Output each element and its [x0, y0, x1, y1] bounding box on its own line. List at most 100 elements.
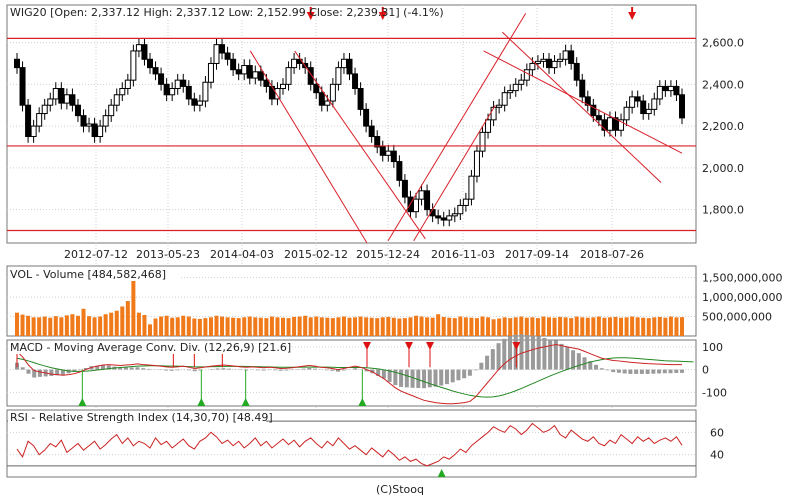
candle-body	[102, 115, 109, 127]
candle-body	[490, 106, 497, 121]
candle-body	[158, 73, 165, 85]
candle-body	[36, 113, 43, 127]
candle-body	[424, 190, 431, 211]
sell-arrow-icon	[306, 12, 315, 20]
candle-body	[512, 83, 519, 92]
candle-body	[169, 88, 176, 96]
volume-bar	[463, 317, 468, 336]
candle-body	[390, 150, 397, 163]
volume-bar	[414, 315, 418, 336]
candle-body	[629, 96, 636, 108]
macd-histogram-bar	[255, 369, 260, 371]
volume-bar	[247, 316, 252, 336]
macd-histogram-bar	[141, 368, 146, 370]
macd-histogram-bar	[215, 368, 220, 370]
trend-line	[249, 50, 368, 243]
volume-bar	[214, 315, 219, 336]
volume-bar	[619, 317, 624, 336]
candle-body	[80, 115, 87, 127]
candle-body	[86, 123, 93, 127]
candle-body	[396, 161, 403, 181]
macd-histogram-bar	[227, 368, 232, 370]
candle-body	[568, 50, 575, 64]
sell-arrow-icon	[378, 12, 387, 20]
volume-title: VOL - Volume [484,582,468]	[10, 268, 166, 281]
candle-body	[562, 50, 569, 60]
volume-bar	[297, 316, 302, 336]
candle-body	[457, 204, 464, 215]
macd-histogram-bar	[548, 339, 553, 370]
title-bg	[8, 267, 180, 281]
macd-histogram-bar	[611, 369, 616, 373]
volume-bar	[474, 318, 479, 336]
macd-sell-arrow-icon	[426, 342, 434, 350]
macd-histogram-bar	[261, 369, 266, 371]
candle-body	[485, 119, 492, 133]
price-x-tick-label: 2016-11-03	[431, 248, 495, 261]
trend-line	[413, 104, 496, 242]
candle-body	[656, 85, 663, 100]
candle-body	[468, 175, 475, 200]
volume-bar	[369, 317, 374, 336]
candle-body	[19, 67, 26, 106]
macd-histogram-bar	[83, 367, 88, 370]
volume-bar	[436, 314, 441, 336]
volume-bar	[186, 316, 191, 336]
macd-sell-arrow-icon	[405, 342, 413, 350]
macd-histogram-bar	[381, 369, 386, 379]
volume-bar	[375, 318, 380, 336]
macd-histogram-bar	[433, 369, 438, 387]
volume-bar	[447, 317, 452, 336]
macd-sell-arrow-icon	[512, 342, 521, 350]
macd-histogram-bar	[175, 369, 180, 371]
rsi-line	[16, 422, 683, 467]
candle-body	[219, 44, 226, 54]
volume-bar	[425, 317, 430, 336]
candle-body	[180, 79, 187, 87]
macd-histogram-bar	[565, 347, 570, 370]
macd-histogram-bar	[628, 369, 633, 374]
macd-histogram-bar	[284, 369, 289, 371]
macd-histogram-bar	[324, 369, 329, 371]
candle-body	[185, 85, 192, 100]
rsi-y-tick-label: 60	[710, 426, 724, 439]
volume-bar	[341, 316, 346, 336]
macd-histogram-bar	[55, 369, 60, 376]
volume-bar	[458, 316, 463, 336]
candle-body	[529, 62, 536, 71]
volume-bar	[674, 317, 679, 336]
volume-bar	[15, 312, 19, 336]
macd-histogram-bar	[542, 337, 547, 370]
macd-histogram-bar	[479, 362, 484, 370]
macd-buy-arrow-icon	[358, 398, 367, 406]
candle-body	[41, 104, 48, 115]
macd-histogram-bar	[37, 369, 42, 377]
macd-histogram-bar	[622, 369, 627, 374]
trend-line	[294, 50, 426, 240]
volume-bar	[164, 315, 169, 336]
volume-bar	[225, 317, 230, 336]
macd-histogram-bar	[49, 369, 54, 376]
volume-bar	[480, 316, 485, 336]
price-x-tick-label: 2017-09-14	[505, 248, 569, 261]
trend-line	[501, 31, 662, 183]
macd-histogram-bar	[404, 369, 409, 388]
sell-arrow-icon	[628, 12, 637, 20]
macd-buy-arrow-icon	[197, 398, 206, 406]
macd-histogram-bar	[135, 367, 140, 370]
volume-bar	[402, 318, 407, 336]
price-x-tick-label: 2015-02-12	[284, 248, 348, 261]
macd-histogram-bar	[100, 365, 105, 370]
macd-histogram-bar	[416, 369, 421, 389]
candle-body	[263, 79, 270, 87]
candle-body	[540, 58, 547, 62]
macd-histogram-bar	[89, 366, 94, 370]
volume-bar	[519, 316, 524, 336]
candle-body	[74, 104, 81, 117]
volume-bar	[103, 314, 108, 336]
price-y-tick-label: 2,200.0	[702, 120, 744, 133]
macd-histogram-bar	[32, 369, 37, 378]
candle-body	[141, 44, 148, 60]
volume-bar	[175, 317, 180, 336]
volume-bar	[220, 316, 225, 336]
